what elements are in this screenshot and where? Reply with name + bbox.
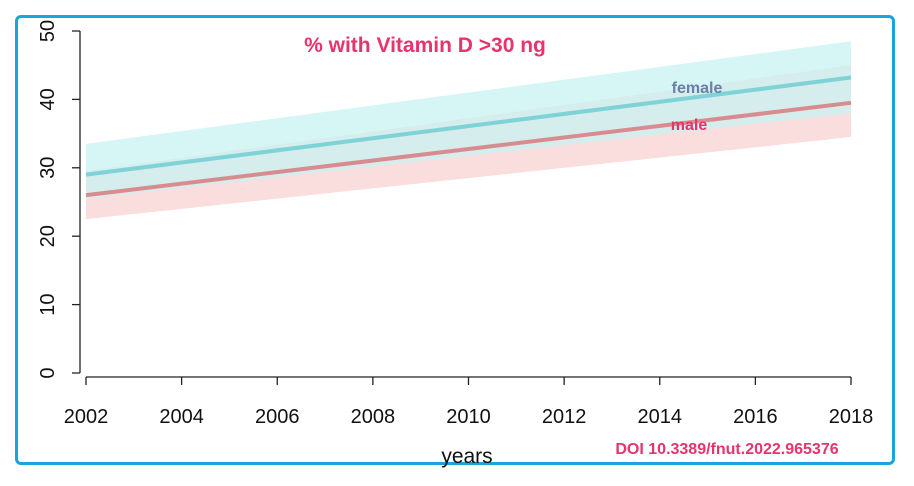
- y-tick-label: 0: [37, 367, 59, 378]
- x-tick-label: 2016: [733, 406, 778, 428]
- x-tick-label: 2018: [829, 406, 874, 428]
- series-line-male: [85, 100, 852, 198]
- x-tick-label: 2006: [255, 406, 300, 428]
- series-lines: [85, 75, 852, 198]
- chart-title: % with Vitamin D >30 ng: [304, 34, 546, 57]
- y-tick-label: 40: [37, 88, 59, 110]
- series-label-male: male: [671, 117, 708, 134]
- x-tick-label: 2002: [64, 406, 109, 428]
- confidence-bands: [86, 41, 851, 220]
- confidence-band-female: [86, 41, 851, 199]
- x-tick-label: 2014: [638, 406, 683, 428]
- doi-text: DOI 10.3389/fnut.2022.965376: [615, 441, 838, 458]
- series-label-female: female: [672, 80, 723, 97]
- x-axis-title: years: [441, 445, 492, 468]
- x-tick-label: 2012: [542, 406, 587, 428]
- y-tick-label: 30: [37, 157, 59, 179]
- y-tick-label: 10: [37, 293, 59, 315]
- y-tick-label: 20: [37, 225, 59, 247]
- x-tick-label: 2004: [159, 406, 204, 428]
- x-tick-label: 2010: [446, 406, 491, 428]
- ticks: 0 10 20 30 40 50 2002 2004 2006 2008 2010 2012 2014 2…: [37, 20, 873, 428]
- y-tick-label: 50: [37, 20, 59, 42]
- x-tick-label: 2008: [351, 406, 396, 428]
- series-line-female: [85, 75, 852, 177]
